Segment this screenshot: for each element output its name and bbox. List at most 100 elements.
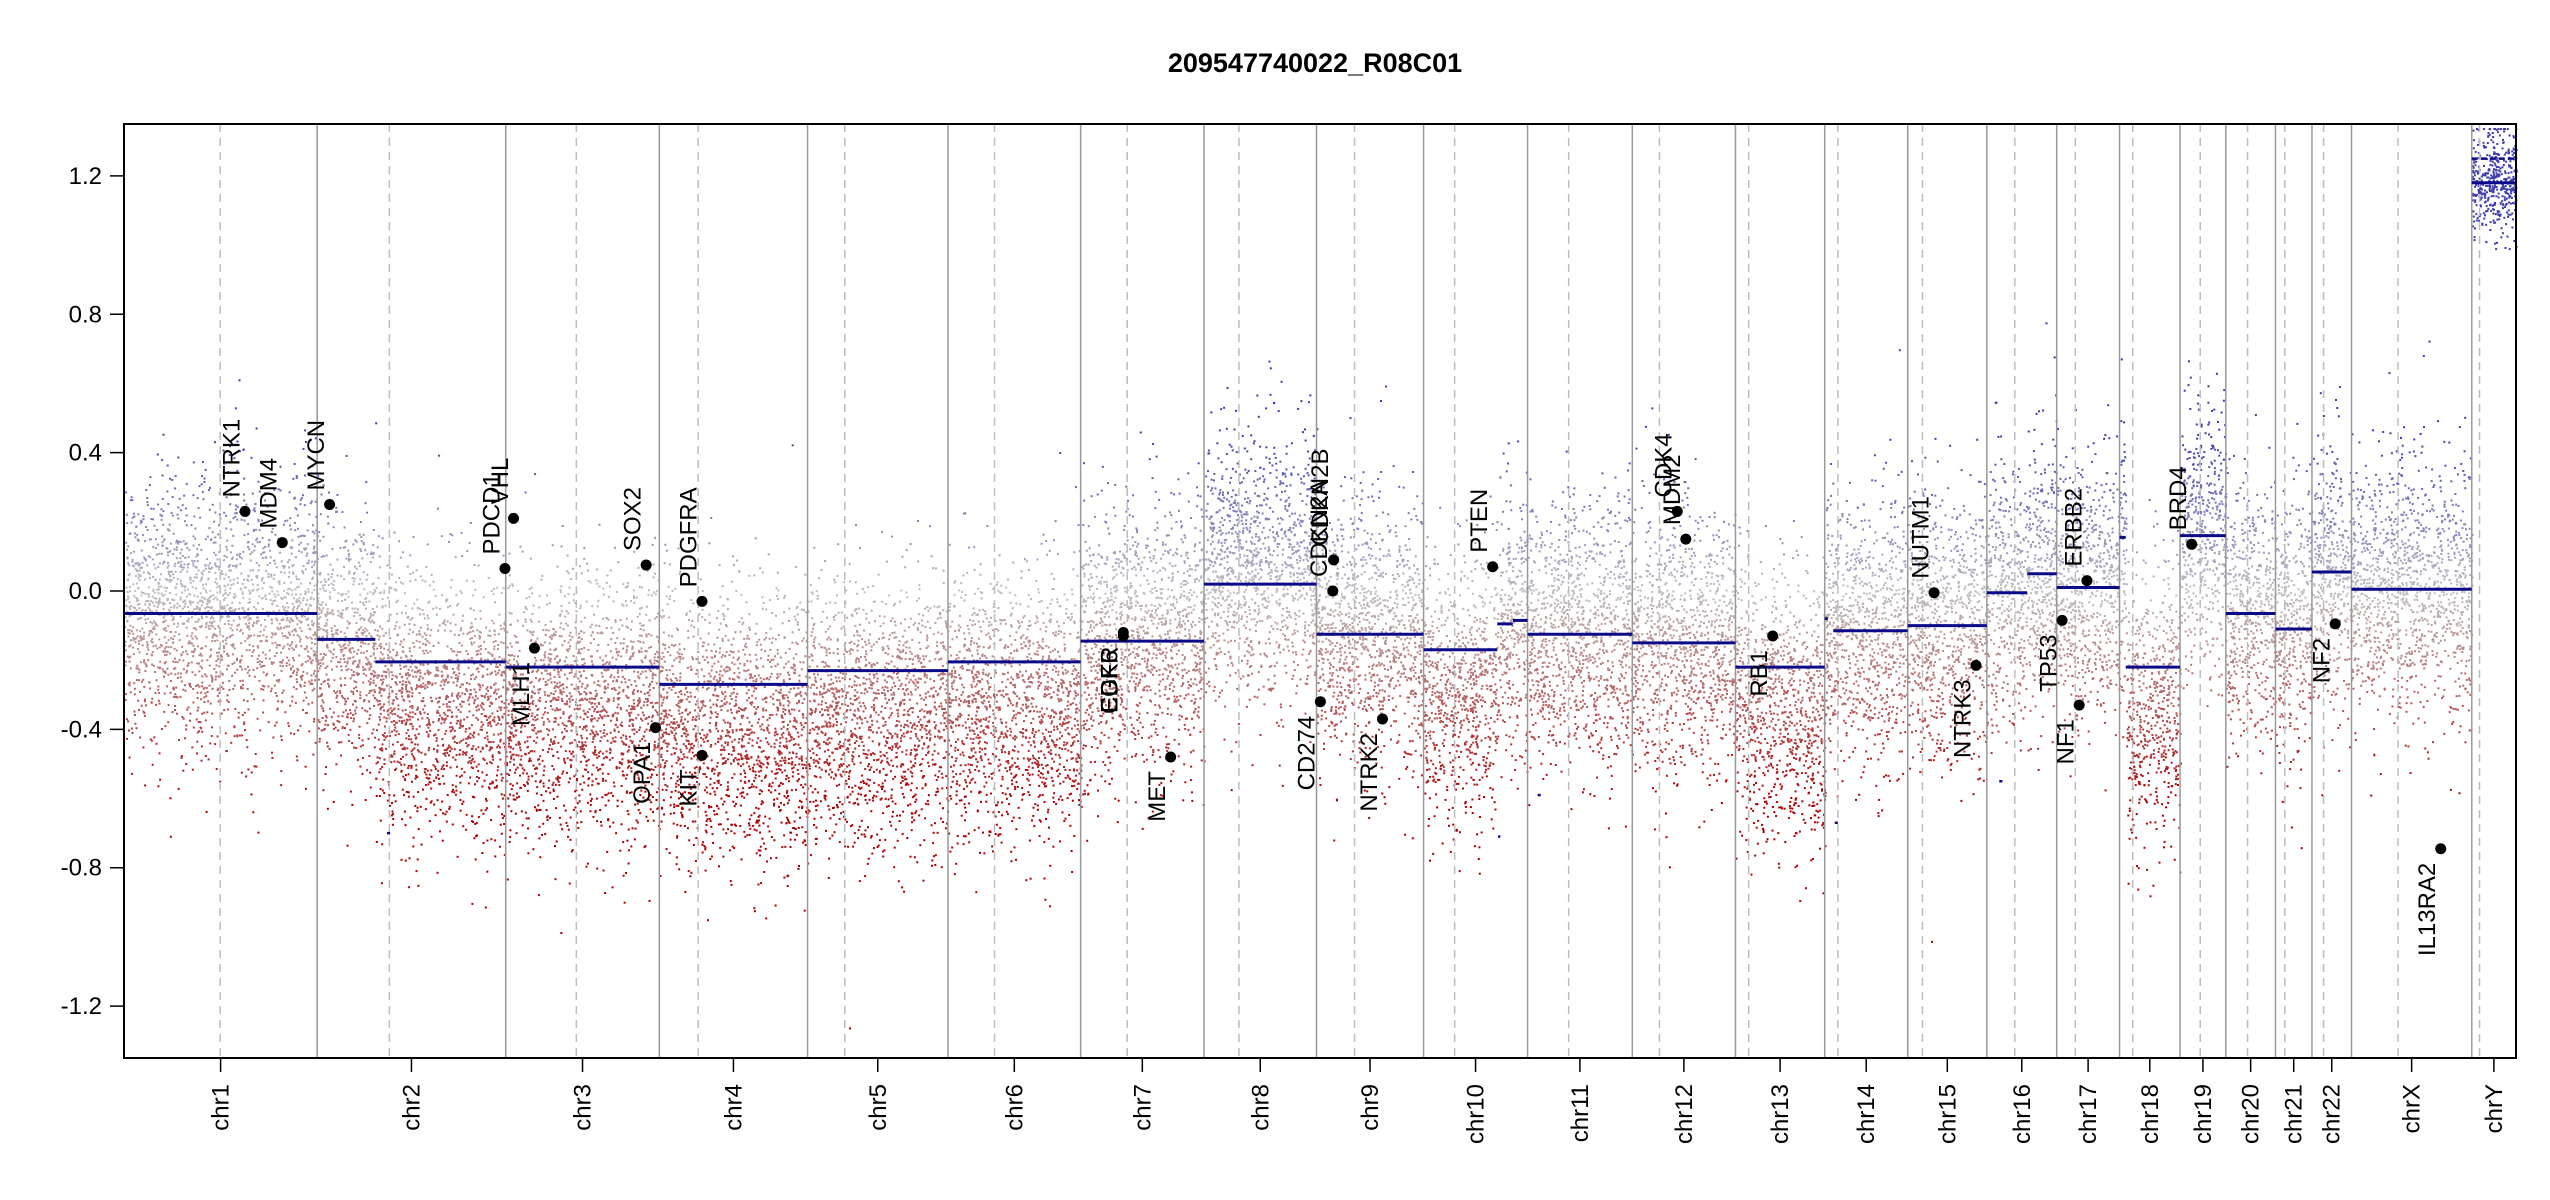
probe-point — [494, 855, 496, 857]
probe-point — [258, 680, 260, 682]
probe-point — [605, 670, 607, 672]
probe-point — [180, 599, 182, 601]
probe-point — [250, 560, 252, 562]
probe-point — [201, 682, 203, 684]
probe-point — [174, 563, 176, 565]
probe-point — [501, 780, 503, 782]
probe-point — [147, 593, 149, 595]
probe-point — [331, 669, 333, 671]
probe-point — [411, 655, 413, 657]
probe-point — [291, 589, 293, 591]
probe-point — [221, 570, 223, 572]
probe-point — [149, 577, 151, 579]
probe-point — [422, 579, 424, 581]
probe-point — [405, 655, 407, 657]
probe-point — [456, 766, 458, 768]
probe-point — [326, 624, 328, 626]
probe-point — [293, 597, 295, 599]
probe-point — [135, 575, 137, 577]
probe-point — [511, 788, 513, 790]
probe-point — [591, 774, 593, 776]
probe-point — [243, 723, 245, 725]
probe-point — [481, 729, 483, 731]
probe-point — [313, 654, 315, 656]
probe-point — [157, 454, 159, 456]
probe-point — [331, 642, 333, 644]
probe-point — [441, 768, 443, 770]
probe-point — [430, 672, 432, 674]
probe-point — [353, 747, 355, 749]
probe-point — [503, 743, 505, 745]
probe-point — [408, 765, 410, 767]
probe-point — [383, 678, 385, 680]
probe-point — [538, 809, 540, 811]
probe-point — [512, 785, 514, 787]
probe-point — [524, 785, 526, 787]
probe-point — [350, 652, 352, 654]
probe-point — [130, 625, 132, 627]
probe-point — [433, 804, 435, 806]
probe-point — [172, 515, 174, 517]
probe-point — [545, 624, 547, 626]
probe-point — [500, 707, 502, 709]
probe-point — [421, 761, 423, 763]
probe-point — [156, 679, 158, 681]
probe-point — [602, 618, 604, 620]
probe-point — [520, 787, 522, 789]
probe-point — [145, 489, 147, 491]
probe-point — [348, 553, 350, 555]
probe-point — [404, 778, 406, 780]
probe-point — [481, 713, 483, 715]
probe-point — [564, 595, 566, 597]
probe-point — [302, 671, 304, 673]
probe-point — [138, 565, 140, 567]
probe-point — [182, 555, 184, 557]
probe-point — [400, 771, 402, 773]
probe-point — [275, 618, 277, 620]
probe-point — [178, 739, 180, 741]
probe-point — [411, 753, 413, 755]
probe-point — [574, 660, 576, 662]
probe-point — [613, 676, 615, 678]
probe-point — [198, 730, 200, 732]
probe-point — [420, 627, 422, 629]
probe-point — [241, 557, 243, 559]
probe-point — [567, 825, 569, 827]
probe-point — [406, 747, 408, 749]
probe-point — [455, 677, 457, 679]
probe-point — [416, 640, 418, 642]
probe-point — [326, 619, 328, 621]
probe-point — [314, 561, 316, 563]
probe-point — [134, 693, 136, 695]
probe-point — [401, 717, 403, 719]
probe-point — [170, 631, 172, 633]
probe-point — [471, 748, 473, 750]
probe-point — [303, 548, 305, 550]
probe-point — [352, 691, 354, 693]
probe-point — [281, 692, 283, 694]
probe-point — [603, 870, 605, 872]
probe-point — [409, 700, 411, 702]
probe-point — [498, 719, 500, 721]
probe-point — [346, 716, 348, 718]
probe-point — [349, 622, 351, 624]
probe-point — [216, 768, 218, 770]
probe-point — [527, 736, 529, 738]
probe-point — [144, 619, 146, 621]
probe-point — [301, 679, 303, 681]
probe-point — [323, 701, 325, 703]
probe-point — [437, 710, 439, 712]
probe-point — [377, 577, 379, 579]
probe-point — [324, 724, 326, 726]
probe-point — [137, 635, 139, 637]
probe-point — [333, 690, 335, 692]
probe-point — [144, 579, 146, 581]
probe-point — [392, 744, 394, 746]
probe-point — [402, 646, 404, 648]
probe-point — [313, 721, 315, 723]
probe-point — [274, 725, 276, 727]
probe-point — [442, 812, 444, 814]
probe-point — [222, 674, 224, 676]
probe-point — [416, 634, 418, 636]
probe-point — [276, 680, 278, 682]
